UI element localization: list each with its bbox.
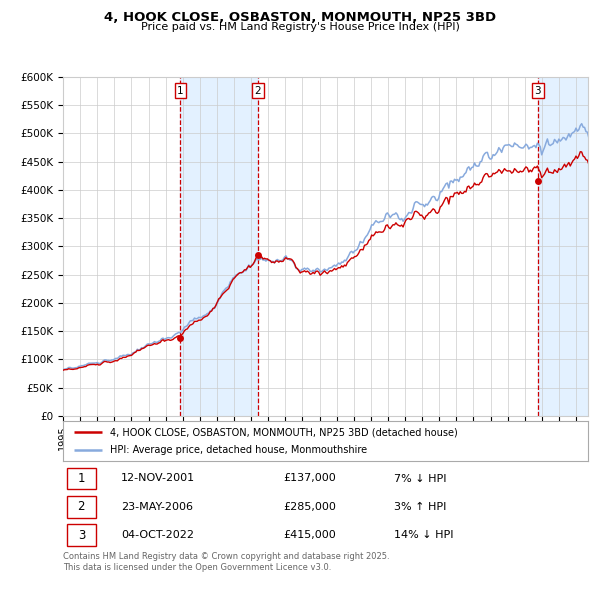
Text: 14% ↓ HPI: 14% ↓ HPI	[394, 530, 453, 540]
Text: HPI: Average price, detached house, Monmouthshire: HPI: Average price, detached house, Monm…	[110, 445, 367, 455]
Text: 23-MAY-2006: 23-MAY-2006	[121, 502, 193, 512]
Bar	[538, 77, 588, 416]
Text: 3% ↑ HPI: 3% ↑ HPI	[394, 502, 446, 512]
Text: 4, HOOK CLOSE, OSBASTON, MONMOUTH, NP25 3BD: 4, HOOK CLOSE, OSBASTON, MONMOUTH, NP25 …	[104, 11, 496, 24]
Text: 3: 3	[77, 529, 85, 542]
Text: 1: 1	[77, 472, 85, 485]
Text: 04-OCT-2022: 04-OCT-2022	[121, 530, 194, 540]
Text: 3: 3	[535, 86, 541, 96]
Text: Price paid vs. HM Land Registry's House Price Index (HPI): Price paid vs. HM Land Registry's House …	[140, 22, 460, 32]
Text: 2: 2	[77, 500, 85, 513]
Text: £415,000: £415,000	[284, 530, 336, 540]
FancyBboxPatch shape	[67, 468, 96, 489]
Text: £137,000: £137,000	[284, 474, 336, 483]
Text: 12-NOV-2001: 12-NOV-2001	[121, 474, 195, 483]
FancyBboxPatch shape	[67, 496, 96, 517]
Text: 7% ↓ HPI: 7% ↓ HPI	[394, 474, 446, 483]
Text: 4, HOOK CLOSE, OSBASTON, MONMOUTH, NP25 3BD (detached house): 4, HOOK CLOSE, OSBASTON, MONMOUTH, NP25 …	[110, 428, 458, 438]
Text: 2: 2	[254, 86, 261, 96]
Text: £285,000: £285,000	[284, 502, 337, 512]
FancyBboxPatch shape	[67, 525, 96, 546]
Text: 1: 1	[177, 86, 184, 96]
Text: Contains HM Land Registry data © Crown copyright and database right 2025.
This d: Contains HM Land Registry data © Crown c…	[63, 552, 389, 572]
Bar	[181, 77, 258, 416]
